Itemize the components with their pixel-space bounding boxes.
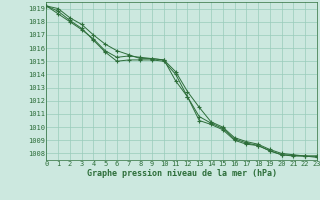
X-axis label: Graphe pression niveau de la mer (hPa): Graphe pression niveau de la mer (hPa) — [87, 169, 276, 178]
